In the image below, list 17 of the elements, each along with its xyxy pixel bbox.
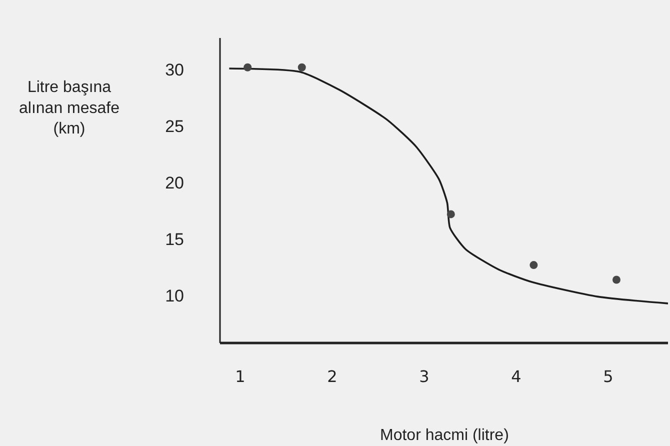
point — [446, 210, 455, 218]
point — [530, 261, 538, 270]
y-tick-label: 10 — [165, 286, 184, 306]
y-tick-label: 30 — [165, 60, 184, 80]
point — [298, 63, 306, 72]
y-axis-title: Litre başına alınan mesafe (km) — [19, 79, 120, 138]
x-tick-label: 4 — [511, 367, 522, 386]
x-tick-label: 3 — [419, 367, 430, 386]
y-tick-label: 15 — [165, 230, 184, 250]
point — [612, 276, 620, 284]
y-tick-label: 20 — [165, 174, 184, 193]
x-axis-title: Motor hacmi (litre) — [380, 427, 509, 444]
point — [244, 63, 252, 72]
x-tick-label: 2 — [327, 367, 338, 386]
y-tick-label: 25 — [165, 117, 184, 136]
x-tick-label: 5 — [603, 367, 614, 386]
x-tick-label: 1 — [235, 367, 246, 386]
